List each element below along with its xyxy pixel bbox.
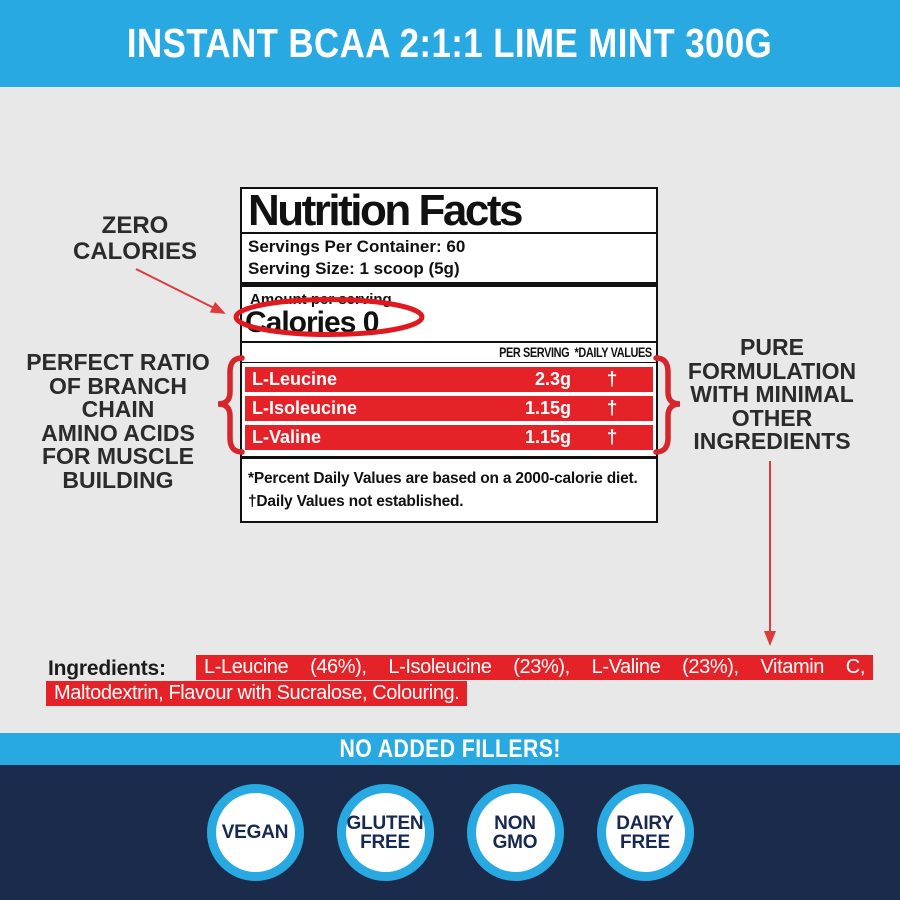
serving-size: Serving Size: 1 scoop (5g) bbox=[248, 259, 460, 278]
nutrient-name: L-Leucine bbox=[252, 369, 338, 389]
nutrient-amount: 1.15g bbox=[524, 398, 571, 418]
badge-label: GLUTEN FREE bbox=[347, 814, 424, 852]
nutrient-name: L-Valine bbox=[252, 427, 322, 447]
callout-pure-formulation: PURE FORMULATION WITH MINIMAL OTHER INGR… bbox=[682, 334, 862, 454]
callout-line: WITH MINIMAL bbox=[690, 381, 854, 407]
nutrition-facts-title: Nutrition Facts bbox=[242, 189, 656, 234]
ingredients-line-1: L-Leucine (46%), L-Isoleucine (23%), L-V… bbox=[196, 655, 873, 680]
left-brace-icon bbox=[217, 355, 245, 455]
callout-line: FORMULATION bbox=[687, 357, 857, 384]
badge-non-gmo: NON GMO bbox=[466, 784, 564, 881]
table-row: L-Leucine 2.3g † bbox=[245, 367, 653, 392]
calories-value: Calories 0 bbox=[245, 306, 379, 339]
badge-line: GMO bbox=[492, 831, 538, 853]
table-row: L-Isoleucine 1.15g † bbox=[245, 396, 653, 421]
callout-line: ZERO bbox=[101, 212, 169, 239]
callout-line: BUILDING bbox=[62, 466, 174, 493]
nutrient-amount: 1.15g bbox=[524, 427, 571, 447]
badge-line: NON bbox=[494, 812, 536, 834]
right-brace-icon bbox=[653, 355, 681, 455]
badge-line: FREE bbox=[360, 831, 410, 853]
column-headers-row: PER SERVING *DAILY VALUES bbox=[242, 343, 656, 363]
table-row: L-Valine 1.15g † bbox=[245, 425, 653, 450]
badge-gluten-free: GLUTEN FREE bbox=[336, 784, 434, 881]
product-title-banner: INSTANT BCAA 2:1:1 LIME MINT 300G bbox=[0, 0, 900, 87]
ingredients-label: Ingredients: bbox=[48, 657, 166, 680]
divider-thick bbox=[242, 282, 656, 287]
badges-footer: VEGAN GLUTEN FREE NON GMO DAIRY FREE bbox=[0, 765, 900, 900]
ingredients-line-2: Maltodextrin, Flavour with Sucralose, Co… bbox=[46, 681, 468, 706]
badge-line: VEGAN bbox=[221, 822, 289, 843]
footnote-daily-values: *Percent Daily Values are based on a 200… bbox=[248, 470, 638, 487]
badge-vegan: VEGAN bbox=[206, 784, 304, 881]
nutrient-daily-value: † bbox=[606, 397, 618, 419]
badge-label: DAIRY FREE bbox=[616, 812, 674, 853]
badge-label: NON GMO bbox=[493, 814, 538, 852]
callout-line: FOR MUSCLE bbox=[41, 443, 195, 469]
callout-perfect-ratio: PERFECT RATIO OF BRANCH CHAIN AMINO ACID… bbox=[18, 349, 218, 493]
no-added-fillers-text: NO ADDED FILLERS! bbox=[339, 734, 561, 763]
nutrient-daily-value: † bbox=[606, 426, 618, 448]
no-added-fillers-banner: NO ADDED FILLERS! bbox=[0, 733, 900, 765]
callout-line: PERFECT RATIO bbox=[26, 349, 210, 375]
callout-line: OF BRANCH CHAIN bbox=[49, 372, 187, 422]
nutrient-name: L-Isoleucine bbox=[252, 398, 358, 418]
nutrition-facts-panel: Nutrition Facts Servings Per Container: … bbox=[240, 187, 658, 523]
divider-medium bbox=[242, 341, 656, 343]
footnote-not-established: †Daily Values not established. bbox=[248, 493, 464, 510]
callout-zero-calories: ZERO CALORIES bbox=[50, 213, 220, 265]
callout-line: AMINO ACIDS bbox=[41, 419, 195, 446]
product-title: INSTANT BCAA 2:1:1 LIME MINT 300G bbox=[127, 20, 773, 66]
callout-line: PURE bbox=[740, 334, 804, 360]
arrow-zero-calories-icon bbox=[135, 268, 226, 314]
nutrient-amount: 2.3g bbox=[534, 369, 571, 389]
badge-line: DAIRY bbox=[616, 812, 674, 834]
callout-line: OTHER bbox=[731, 404, 813, 431]
column-headers: PER SERVING *DAILY VALUES bbox=[499, 344, 652, 360]
divider-bottom bbox=[242, 456, 656, 459]
badge-line: FREE bbox=[620, 831, 670, 853]
nutrient-daily-value: † bbox=[606, 368, 618, 390]
badge-label: VEGAN bbox=[222, 823, 289, 842]
amount-per-serving-label: Amount per serving bbox=[250, 291, 392, 308]
badge-line: GLUTEN bbox=[346, 812, 424, 834]
callout-line: CALORIES bbox=[72, 238, 197, 265]
badge-dairy-free: DAIRY FREE bbox=[596, 784, 694, 881]
callout-line: INGREDIENTS bbox=[693, 428, 851, 454]
nutrient-rows: L-Leucine 2.3g † L-Isoleucine 1.15g † L-… bbox=[245, 367, 653, 450]
servings-per-container: Servings Per Container: 60 bbox=[248, 237, 466, 256]
